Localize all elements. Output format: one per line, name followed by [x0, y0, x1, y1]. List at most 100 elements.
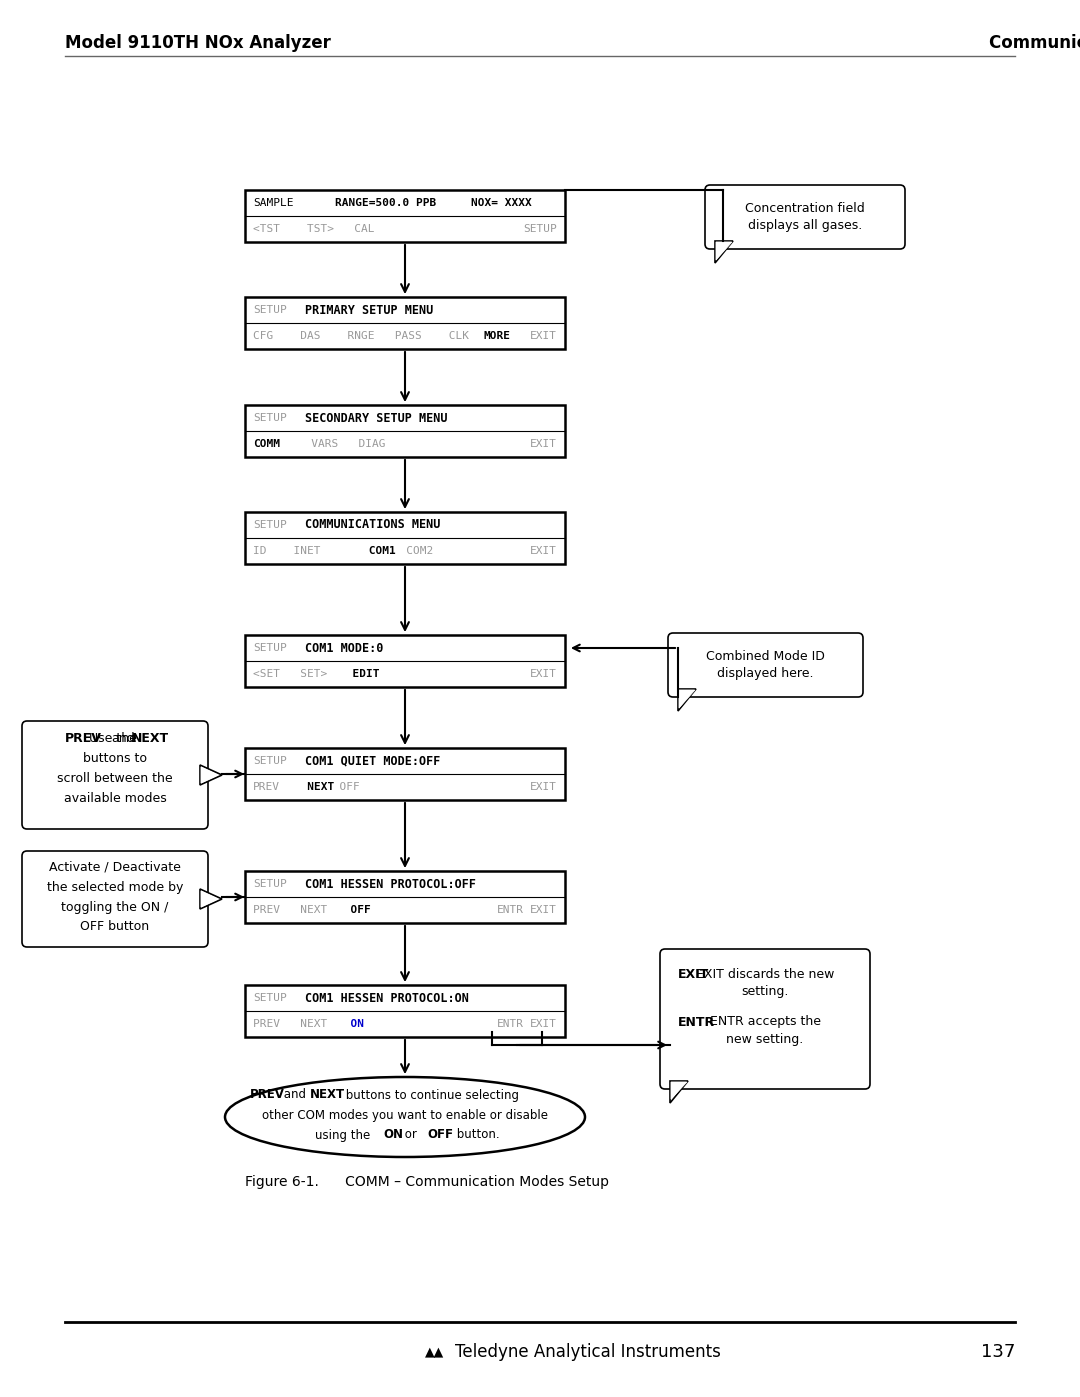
- Text: OFF: OFF: [337, 905, 370, 915]
- Text: COM2: COM2: [386, 546, 433, 556]
- Text: ON: ON: [383, 1129, 403, 1141]
- FancyBboxPatch shape: [705, 184, 905, 249]
- Text: EXIT: EXIT: [530, 669, 557, 679]
- Text: PRIMARY SETUP MENU: PRIMARY SETUP MENU: [305, 303, 433, 317]
- Text: setting.: setting.: [741, 985, 788, 999]
- Text: COM1 MODE:0: COM1 MODE:0: [305, 641, 383, 655]
- Text: OFF button: OFF button: [80, 921, 149, 933]
- Text: and: and: [111, 732, 135, 746]
- Text: Teledyne Analytical Instruments: Teledyne Analytical Instruments: [455, 1343, 720, 1361]
- Text: EXIT: EXIT: [530, 782, 557, 792]
- Polygon shape: [679, 690, 696, 708]
- Text: COM1 HESSEN PROTOCOL:OFF: COM1 HESSEN PROTOCOL:OFF: [305, 877, 476, 890]
- Text: scroll between the: scroll between the: [57, 773, 173, 785]
- Text: using the: using the: [315, 1129, 374, 1141]
- Text: EDIT: EDIT: [339, 669, 379, 679]
- Text: ENTR: ENTR: [497, 905, 524, 915]
- FancyBboxPatch shape: [660, 949, 870, 1090]
- Text: button.: button.: [453, 1129, 500, 1141]
- Text: SETUP: SETUP: [253, 305, 287, 314]
- Text: VARS   DIAG: VARS DIAG: [291, 439, 386, 448]
- Text: OFF: OFF: [326, 782, 360, 792]
- Bar: [245, 747, 565, 800]
- Polygon shape: [716, 242, 732, 260]
- Text: Combined Mode ID
displayed here.: Combined Mode ID displayed here.: [705, 650, 824, 680]
- Text: EXIT: EXIT: [530, 1018, 557, 1030]
- Text: EXIT: EXIT: [530, 439, 557, 448]
- Bar: [245, 405, 565, 457]
- Text: Concentration field
displays all gases.: Concentration field displays all gases.: [745, 201, 865, 232]
- Text: ON: ON: [337, 1018, 364, 1030]
- Bar: [245, 985, 565, 1037]
- Polygon shape: [201, 891, 218, 907]
- Polygon shape: [678, 689, 696, 711]
- Text: NEXT: NEXT: [287, 782, 334, 792]
- Text: MORE: MORE: [483, 331, 510, 341]
- Text: CFG    DAS    RNGE   PASS    CLK: CFG DAS RNGE PASS CLK: [253, 331, 469, 341]
- Text: new setting.: new setting.: [727, 1034, 804, 1046]
- Text: PREV: PREV: [249, 1088, 285, 1101]
- Text: ID    INET: ID INET: [253, 546, 321, 556]
- Polygon shape: [670, 1081, 688, 1104]
- Text: toggling the ON /: toggling the ON /: [62, 901, 168, 914]
- Bar: [245, 511, 565, 564]
- Text: NEXT: NEXT: [310, 1088, 346, 1101]
- Bar: [245, 636, 565, 687]
- Text: ▲▲: ▲▲: [426, 1345, 445, 1358]
- Text: PREV: PREV: [65, 732, 102, 746]
- Text: EXIT: EXIT: [530, 905, 557, 915]
- Text: Model 9110TH NOx Analyzer: Model 9110TH NOx Analyzer: [65, 34, 330, 52]
- Polygon shape: [200, 888, 222, 909]
- Text: SECONDARY SETUP MENU: SECONDARY SETUP MENU: [305, 412, 447, 425]
- Text: EXIT: EXIT: [530, 546, 557, 556]
- Text: <TST    TST>   CAL: <TST TST> CAL: [253, 224, 375, 235]
- Polygon shape: [671, 1083, 687, 1099]
- Text: and: and: [280, 1088, 310, 1101]
- Text: NOX= XXXX: NOX= XXXX: [471, 198, 531, 208]
- Text: Communications Setup and Operation: Communications Setup and Operation: [989, 34, 1080, 52]
- Text: available modes: available modes: [64, 792, 166, 806]
- Text: <SET   SET>: <SET SET>: [253, 669, 327, 679]
- Text: buttons to: buttons to: [83, 753, 147, 766]
- Text: PREV: PREV: [253, 782, 280, 792]
- Polygon shape: [715, 242, 733, 263]
- Text: the selected mode by: the selected mode by: [46, 880, 184, 894]
- Text: COMM: COMM: [253, 439, 280, 448]
- Text: SETUP: SETUP: [253, 643, 287, 652]
- Polygon shape: [201, 767, 218, 782]
- Text: Figure 6-1.      COMM – Communication Modes Setup: Figure 6-1. COMM – Communication Modes S…: [245, 1175, 609, 1189]
- Bar: [245, 298, 565, 349]
- FancyBboxPatch shape: [22, 851, 208, 947]
- Text: or: or: [401, 1129, 420, 1141]
- Ellipse shape: [225, 1077, 585, 1157]
- Text: Activate / Deactivate: Activate / Deactivate: [49, 861, 181, 873]
- Text: SETUP: SETUP: [523, 224, 557, 235]
- Bar: [245, 870, 565, 923]
- Text: EXIT: EXIT: [678, 968, 710, 981]
- Text: RANGE=500.0 PPB: RANGE=500.0 PPB: [335, 198, 436, 208]
- Text: SETUP: SETUP: [253, 879, 287, 888]
- Text: SAMPLE: SAMPLE: [253, 198, 294, 208]
- Text: SETUP: SETUP: [253, 520, 287, 529]
- Text: EXIT: EXIT: [530, 331, 557, 341]
- Text: COM1 QUIET MODE:OFF: COM1 QUIET MODE:OFF: [305, 754, 441, 767]
- Text: ENTR: ENTR: [497, 1018, 524, 1030]
- FancyBboxPatch shape: [22, 721, 208, 828]
- Text: ENTR: ENTR: [678, 1016, 715, 1028]
- Text: COM1 HESSEN PROTOCOL:ON: COM1 HESSEN PROTOCOL:ON: [305, 992, 469, 1004]
- Text: PREV   NEXT: PREV NEXT: [253, 905, 327, 915]
- FancyBboxPatch shape: [669, 633, 863, 697]
- Text: PREV   NEXT: PREV NEXT: [253, 1018, 327, 1030]
- Text: Use the: Use the: [89, 732, 140, 746]
- Text: SETUP: SETUP: [253, 414, 287, 423]
- Text: COM1: COM1: [335, 546, 395, 556]
- Text: buttons to continue selecting: buttons to continue selecting: [342, 1088, 519, 1101]
- Text: SETUP: SETUP: [253, 756, 287, 766]
- Text: OFF: OFF: [427, 1129, 453, 1141]
- Text: other COM modes you want to enable or disable: other COM modes you want to enable or di…: [262, 1108, 548, 1122]
- Bar: [245, 190, 565, 242]
- Text: EXIT discards the new: EXIT discards the new: [696, 968, 834, 981]
- Text: SETUP: SETUP: [253, 993, 287, 1003]
- Text: 137: 137: [981, 1343, 1015, 1361]
- Text: NEXT: NEXT: [132, 732, 168, 746]
